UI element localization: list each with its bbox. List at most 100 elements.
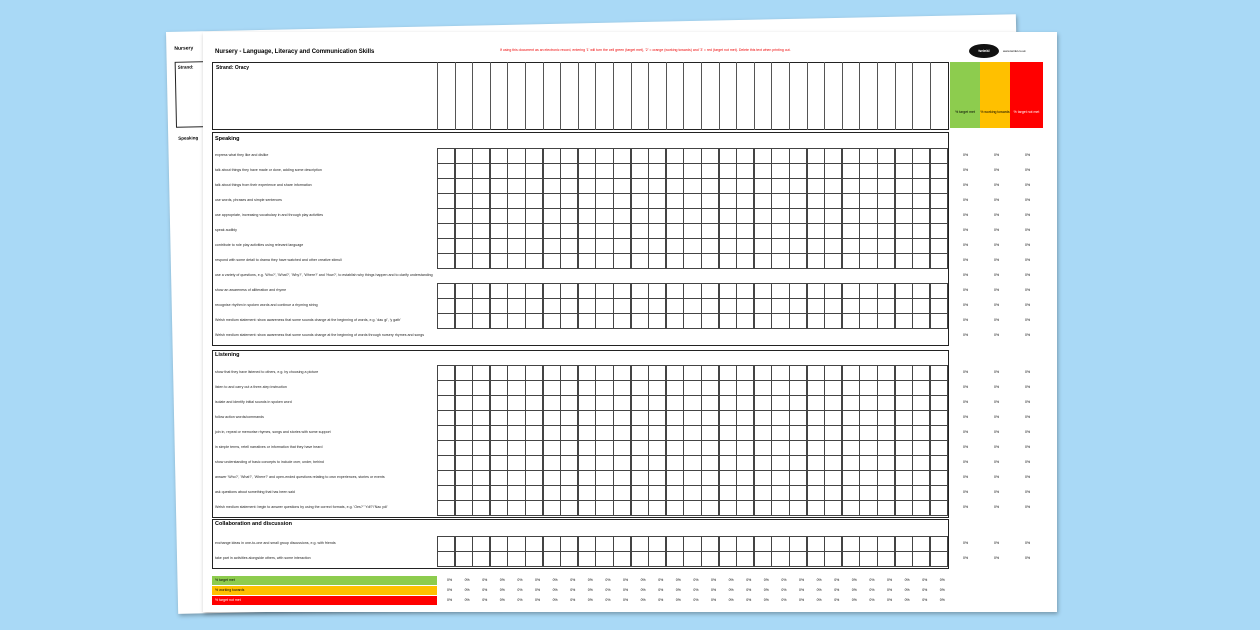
grid-cell[interactable] — [489, 425, 508, 441]
grid-cell[interactable] — [595, 283, 614, 299]
grid-cell[interactable] — [806, 253, 825, 269]
grid-cell[interactable] — [630, 380, 649, 396]
grid-cell[interactable] — [437, 223, 456, 239]
grid-cell[interactable] — [437, 365, 456, 381]
grid-cell[interactable] — [472, 193, 491, 209]
grid-cell[interactable] — [929, 283, 948, 299]
grid-cell[interactable] — [683, 470, 702, 486]
grid-cell[interactable] — [806, 440, 825, 456]
grid-cell[interactable] — [489, 223, 508, 239]
grid-cell[interactable] — [841, 298, 860, 314]
grid-cell[interactable] — [789, 163, 808, 179]
grid-cell[interactable] — [718, 395, 737, 411]
grid-cell[interactable] — [560, 148, 579, 164]
grid-cell[interactable] — [507, 500, 526, 516]
grid-cell[interactable] — [472, 380, 491, 396]
grid-cell[interactable] — [912, 395, 931, 411]
grid-cell[interactable] — [789, 223, 808, 239]
grid-cell[interactable] — [771, 178, 790, 194]
grid-cell[interactable] — [595, 178, 614, 194]
grid-cell[interactable] — [613, 193, 632, 209]
grid-cell[interactable] — [718, 365, 737, 381]
grid-cell[interactable] — [630, 208, 649, 224]
grid-cell[interactable] — [771, 163, 790, 179]
grid-cell[interactable] — [613, 536, 632, 552]
grid-cell[interactable] — [595, 485, 614, 501]
grid-cell[interactable] — [560, 178, 579, 194]
grid-cell[interactable] — [560, 223, 579, 239]
grid-cell[interactable] — [525, 455, 544, 471]
grid-cell[interactable] — [806, 551, 825, 567]
grid-cell[interactable] — [437, 380, 456, 396]
grid-cell[interactable] — [437, 470, 456, 486]
grid-cell[interactable] — [454, 485, 473, 501]
grid-cell[interactable] — [454, 163, 473, 179]
grid-cell[interactable] — [507, 485, 526, 501]
grid-cell[interactable] — [929, 208, 948, 224]
grid-cell[interactable] — [859, 500, 878, 516]
grid-cell[interactable] — [577, 253, 596, 269]
grid-cell[interactable] — [577, 178, 596, 194]
grid-cell[interactable] — [789, 253, 808, 269]
grid-cell[interactable] — [894, 253, 913, 269]
grid-cell[interactable] — [701, 440, 720, 456]
grid-cell[interactable] — [736, 410, 755, 426]
grid-cell[interactable] — [841, 313, 860, 329]
grid-cell[interactable] — [753, 410, 772, 426]
grid-cell[interactable] — [929, 425, 948, 441]
grid-cell[interactable] — [841, 163, 860, 179]
grid-cell[interactable] — [806, 163, 825, 179]
grid-cell[interactable] — [789, 455, 808, 471]
grid-cell[interactable] — [542, 148, 561, 164]
grid-cell[interactable] — [630, 298, 649, 314]
grid-cell[interactable] — [877, 485, 896, 501]
grid-cell[interactable] — [489, 283, 508, 299]
grid-cell[interactable] — [841, 425, 860, 441]
grid-cell[interactable] — [613, 298, 632, 314]
grid-cell[interactable] — [841, 395, 860, 411]
grid-cell[interactable] — [736, 380, 755, 396]
grid-cell[interactable] — [683, 410, 702, 426]
grid-cell[interactable] — [525, 298, 544, 314]
grid-cell[interactable] — [454, 283, 473, 299]
grid-cell[interactable] — [859, 551, 878, 567]
grid-cell[interactable] — [718, 253, 737, 269]
grid-cell[interactable] — [613, 395, 632, 411]
grid-cell[interactable] — [806, 425, 825, 441]
grid-cell[interactable] — [437, 313, 456, 329]
grid-cell[interactable] — [542, 313, 561, 329]
grid-cell[interactable] — [824, 500, 843, 516]
grid-cell[interactable] — [753, 208, 772, 224]
grid-cell[interactable] — [912, 163, 931, 179]
grid-cell[interactable] — [489, 238, 508, 254]
grid-cell[interactable] — [859, 536, 878, 552]
grid-cell[interactable] — [894, 223, 913, 239]
grid-cell[interactable] — [859, 440, 878, 456]
grid-cell[interactable] — [683, 193, 702, 209]
grid-cell[interactable] — [613, 223, 632, 239]
grid-cell[interactable] — [806, 313, 825, 329]
grid-cell[interactable] — [701, 365, 720, 381]
grid-cell[interactable] — [613, 365, 632, 381]
grid-cell[interactable] — [507, 455, 526, 471]
grid-cell[interactable] — [841, 223, 860, 239]
grid-cell[interactable] — [454, 208, 473, 224]
grid-cell[interactable] — [753, 485, 772, 501]
grid-cell[interactable] — [577, 298, 596, 314]
grid-cell[interactable] — [437, 238, 456, 254]
grid-cell[interactable] — [753, 440, 772, 456]
grid-cell[interactable] — [929, 253, 948, 269]
grid-cell[interactable] — [507, 193, 526, 209]
grid-cell[interactable] — [806, 365, 825, 381]
grid-cell[interactable] — [613, 253, 632, 269]
grid-cell[interactable] — [648, 395, 667, 411]
grid-cell[interactable] — [613, 410, 632, 426]
grid-cell[interactable] — [630, 425, 649, 441]
grid-cell[interactable] — [912, 485, 931, 501]
grid-cell[interactable] — [894, 148, 913, 164]
grid-cell[interactable] — [577, 148, 596, 164]
grid-cell[interactable] — [929, 470, 948, 486]
grid-cell[interactable] — [595, 223, 614, 239]
grid-cell[interactable] — [841, 148, 860, 164]
grid-cell[interactable] — [771, 208, 790, 224]
